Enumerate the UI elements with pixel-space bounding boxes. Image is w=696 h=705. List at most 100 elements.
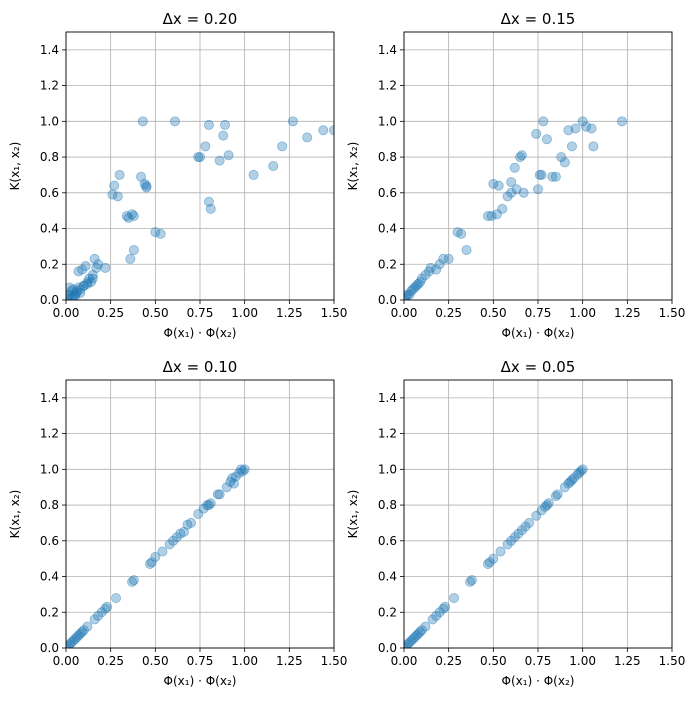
data-point [109, 180, 120, 191]
data-point [434, 607, 445, 618]
x-tick-label: 0.50 [480, 654, 507, 668]
data-point [91, 262, 102, 273]
chart-panel-2: 0.00 0.25 0.50 0.75 1.00 1.25 1.50 0.0 0.2 0.4 0.6… [346, 10, 685, 340]
data-point [73, 630, 84, 641]
data-point [543, 498, 554, 509]
data-point [214, 489, 225, 500]
x-tick-label: 0.50 [142, 654, 169, 668]
y-tick-label: 1.2 [378, 79, 397, 93]
data-point [486, 211, 497, 222]
y-tick-label: 0.6 [378, 186, 397, 200]
data-point [66, 289, 75, 300]
data-point [586, 123, 597, 134]
chart-title: Δx = 0.10 [163, 358, 238, 376]
data-point [75, 287, 86, 298]
data-point [482, 559, 493, 570]
x-tick-label: 0.25 [97, 654, 124, 668]
x-tick-label: 0.00 [53, 654, 80, 668]
data-point [66, 637, 77, 648]
data-point [427, 614, 438, 625]
data-point [411, 630, 422, 641]
data-point [574, 467, 585, 478]
data-point [616, 116, 627, 127]
data-point [443, 253, 454, 264]
data-point [137, 116, 148, 127]
y-tick-label: 1.4 [40, 391, 59, 405]
y-tick-label: 1.2 [40, 79, 59, 93]
data-point [82, 621, 93, 632]
data-point [413, 628, 424, 639]
data-point [205, 203, 216, 214]
y-tick-label: 0.8 [40, 150, 59, 164]
data-point [121, 211, 132, 222]
data-point [73, 282, 84, 293]
data-point [516, 150, 527, 161]
x-tick-label: 1.50 [659, 654, 686, 668]
x-tick-label: 0.25 [97, 306, 124, 320]
data-point [431, 264, 442, 275]
data-point [572, 469, 583, 480]
data-point [87, 269, 98, 280]
data-point [570, 123, 581, 134]
data-point [534, 169, 545, 180]
y-tick-label: 1.4 [40, 43, 59, 57]
data-point [493, 180, 504, 191]
chart-title: Δx = 0.15 [501, 10, 576, 28]
y-tick-label: 1.0 [40, 462, 59, 476]
data-point [515, 152, 526, 163]
data-point [461, 244, 472, 255]
x-tick-label: 1.50 [659, 306, 686, 320]
x-tick-label: 1.25 [614, 306, 641, 320]
x-tick-label: 0.00 [391, 654, 418, 668]
scatter-points [404, 116, 627, 300]
y-tick-label: 1.0 [378, 462, 397, 476]
x-tick-label: 0.75 [187, 654, 214, 668]
y-axis-label: K(x₁, x₂) [8, 142, 22, 191]
data-point [566, 141, 577, 152]
x-tick-label: 1.00 [569, 306, 596, 320]
y-tick-label: 0.2 [378, 605, 397, 619]
data-point [69, 289, 80, 300]
chart-panel-1: 0.00 0.25 0.50 0.75 1.00 1.25 1.50 0.0 0.2 0.4 0.6… [8, 10, 347, 340]
data-point [406, 286, 417, 297]
data-point [495, 546, 506, 557]
data-point [218, 130, 229, 141]
data-point [556, 152, 567, 163]
data-point [416, 273, 427, 284]
data-point [139, 178, 150, 189]
data-point [531, 510, 542, 521]
data-point [205, 498, 216, 509]
data-point [416, 625, 427, 636]
data-point [536, 505, 547, 516]
data-point [75, 284, 86, 295]
data-point [425, 262, 436, 273]
data-point [577, 464, 588, 475]
data-point [228, 478, 239, 489]
data-point [452, 227, 463, 238]
data-point [547, 171, 558, 182]
y-tick-label: 0.8 [378, 150, 397, 164]
chart-panel-4: 0.00 0.25 0.50 0.75 1.00 1.25 1.50 0.0 0.2 0.4 0.6… [346, 358, 685, 688]
data-point [182, 519, 193, 530]
data-point [212, 489, 223, 500]
data-point [102, 601, 113, 612]
data-point [540, 501, 551, 512]
data-point [175, 528, 186, 539]
plot-frame [65, 379, 335, 649]
data-point [411, 280, 422, 291]
data-point [431, 610, 442, 621]
data-point [407, 284, 418, 295]
data-point [581, 121, 592, 132]
data-point [164, 539, 175, 550]
chart-title: Δx = 0.05 [501, 358, 576, 376]
data-point [198, 503, 209, 514]
data-point [404, 289, 415, 300]
data-point [234, 467, 245, 478]
x-tick-label: 0.50 [480, 306, 507, 320]
data-point [577, 116, 588, 127]
data-point [438, 603, 449, 614]
data-point [193, 508, 204, 519]
data-point [178, 526, 189, 537]
data-point [77, 626, 88, 637]
data-point [491, 209, 502, 220]
